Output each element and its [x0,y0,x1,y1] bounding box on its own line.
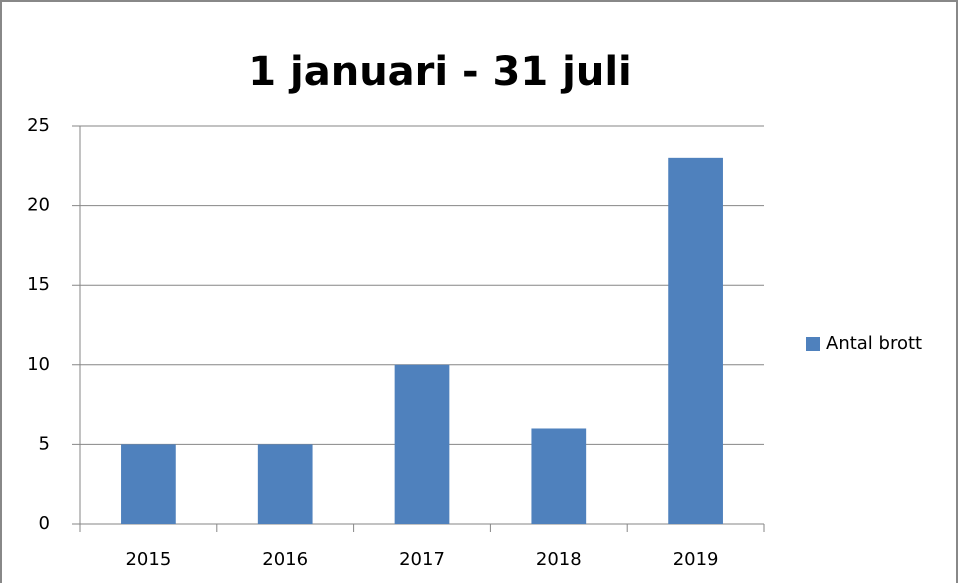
y-tick-label: 25 [27,115,50,136]
y-tick-label: 0 [39,513,50,534]
x-tick-label: 2016 [262,549,308,570]
x-tick-label: 2019 [673,549,719,570]
chart-title: 1 januari - 31 juli [248,49,632,95]
x-tick-label: 2017 [399,549,445,570]
y-tick-label: 10 [27,354,50,375]
legend-swatch [806,337,820,351]
x-tick-label: 2015 [125,549,171,570]
y-tick-label: 5 [39,433,50,454]
bar [394,364,450,524]
legend-label: Antal brott [826,333,922,354]
bar [121,444,176,524]
y-tick-label: 15 [27,274,50,295]
bar [668,157,723,524]
y-tick-label: 20 [27,195,50,216]
bar [531,428,587,524]
bar [257,444,313,524]
x-tick-label: 2018 [536,549,582,570]
